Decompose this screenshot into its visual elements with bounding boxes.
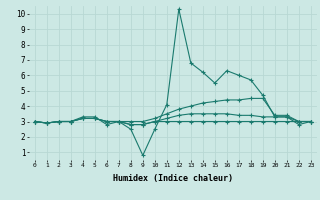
X-axis label: Humidex (Indice chaleur): Humidex (Indice chaleur) xyxy=(113,174,233,183)
